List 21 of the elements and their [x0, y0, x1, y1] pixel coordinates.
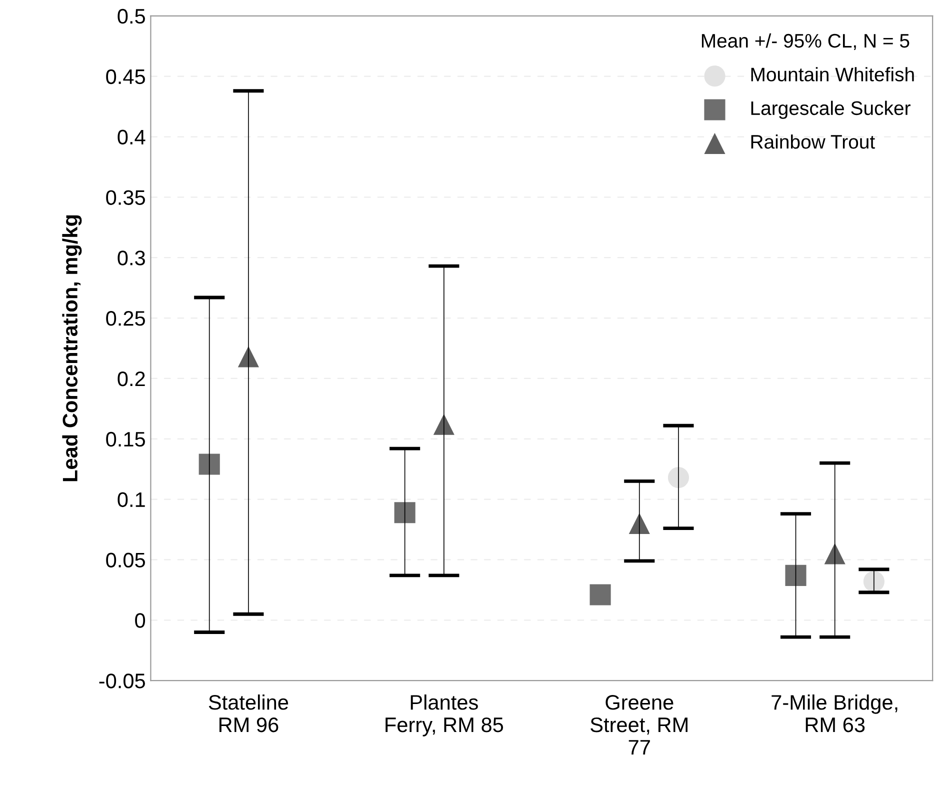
legend-label: Rainbow Trout [751, 134, 875, 149]
x-tick-label: Greene Street, RM 77 [590, 695, 688, 754]
y-tick-label: 0 [135, 613, 146, 628]
y-tick-label: 0.05 [106, 552, 145, 568]
y-tick-label: 0.15 [106, 432, 145, 447]
y-tick-label: 0.25 [106, 311, 145, 326]
x-tick-label: 7-Mile Bridge, RM 63 [772, 694, 898, 732]
legend-label: Mountain Whitefish [751, 67, 914, 82]
y-tick-label: 0.45 [106, 69, 145, 84]
x-tick-label: Plantes Ferry, RM 85 [386, 694, 504, 736]
y-tick-label: 0.5 [118, 8, 145, 24]
y-tick-label: 0.4 [118, 130, 146, 145]
y-tick-label: 0.35 [106, 190, 145, 205]
y-tick-label: 0.2 [118, 371, 145, 386]
y-tick-label: 0.1 [118, 492, 145, 508]
legend-title: Mean +/- 95% CL, N = 5 [702, 33, 910, 50]
y-axis-title: Lead Concentration, mg/kg [62, 215, 82, 482]
y-tick-label: 0.3 [118, 250, 145, 266]
x-tick-label: Stateline RM 96 [208, 694, 288, 732]
y-tick-label: -0.05 [99, 674, 145, 688]
legend-label: Largescale Sucker [751, 100, 910, 119]
